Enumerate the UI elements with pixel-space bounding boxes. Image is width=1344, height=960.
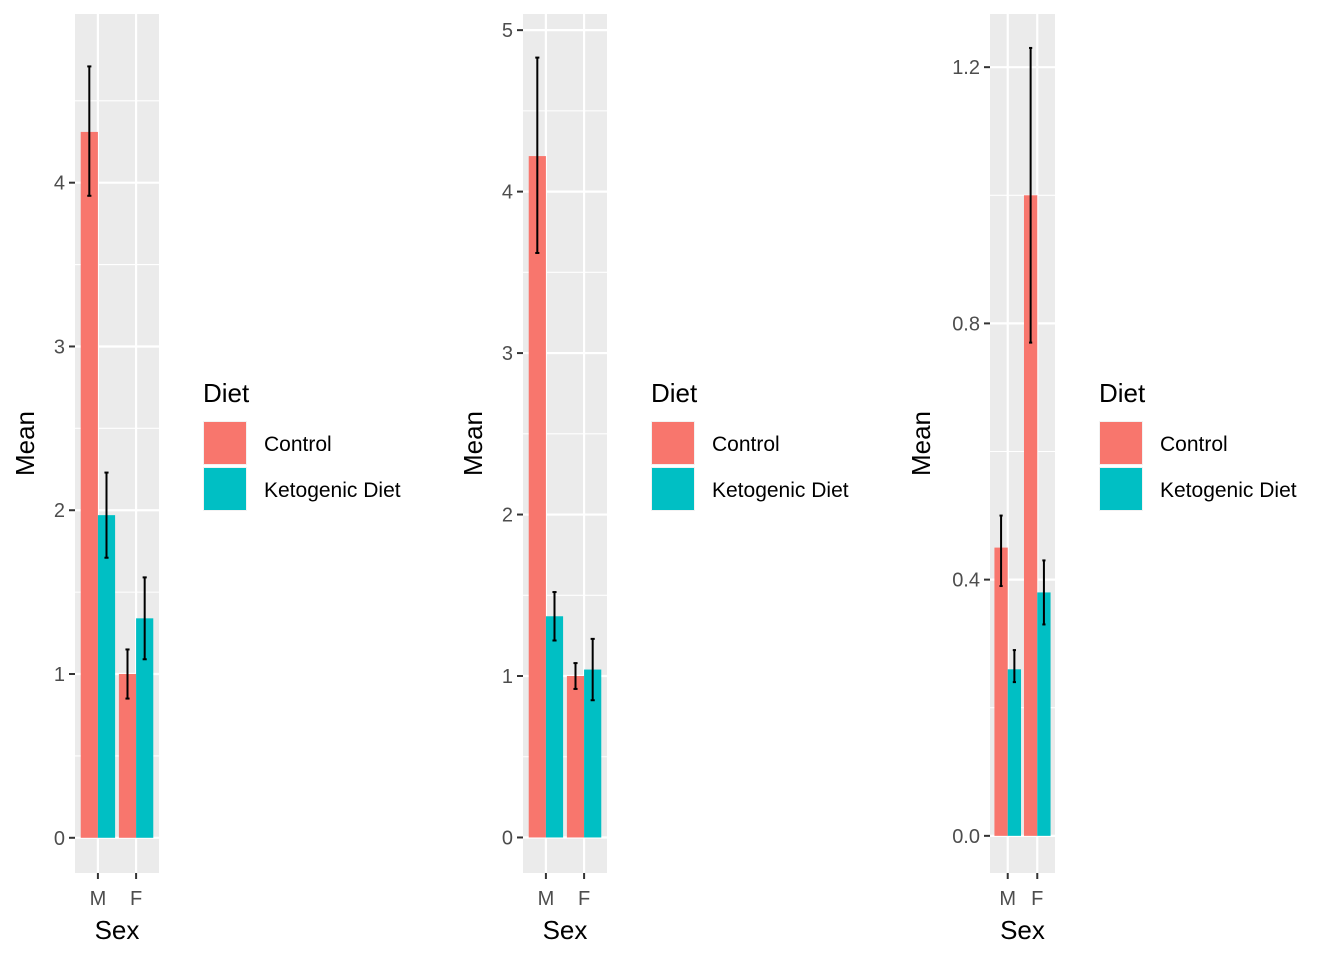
x-tick-label: F xyxy=(1031,888,1043,910)
error-bar xyxy=(87,65,92,197)
error-bar xyxy=(1012,649,1016,684)
x-axis-title: Sex xyxy=(1000,915,1045,945)
x-tick-label: M xyxy=(90,888,107,910)
bar-control-f xyxy=(118,674,137,838)
bar-ketogenic-diet-f xyxy=(136,618,154,838)
error-bar xyxy=(573,662,578,690)
bar-control-m xyxy=(528,156,546,838)
legend-title: Diet xyxy=(1099,378,1146,408)
y-tick-label: 3 xyxy=(502,343,513,365)
bar-ketogenic-diet-m xyxy=(545,616,564,838)
legend: Diet Control Ketogenic Diet xyxy=(1099,378,1297,511)
legend-label: Control xyxy=(712,433,780,456)
legend-label: Ketogenic Diet xyxy=(1160,479,1297,502)
error-bar xyxy=(552,591,557,642)
bar-control-f xyxy=(566,676,585,838)
error-bar xyxy=(125,648,130,700)
y-tick-label: 2 xyxy=(502,505,513,527)
y-tick-label: 1 xyxy=(54,664,65,686)
y-tick-label: 4 xyxy=(54,173,65,195)
x-tick-label: M xyxy=(999,888,1016,910)
y-tick-label: 0 xyxy=(502,827,513,849)
y-tick-label: 5 xyxy=(502,20,513,42)
legend-swatch xyxy=(652,468,694,510)
error-bar xyxy=(142,576,147,661)
bar-ketogenic-diet-m xyxy=(1007,669,1022,836)
y-axis-title: Mean xyxy=(906,411,936,476)
y-tick-label: 4 xyxy=(502,182,513,204)
chart-panel-3: 0.0 0.4 0.8 1.2 M F Sex Mean Diet Control Ketogeni… xyxy=(906,14,1297,945)
legend: Diet Control Ketogenic Diet xyxy=(651,378,849,511)
legend-label: Control xyxy=(1160,433,1228,456)
x-tick-label: F xyxy=(578,888,590,910)
legend-title: Diet xyxy=(203,378,250,408)
y-tick-label: 0.0 xyxy=(952,826,980,848)
y-axis-title: Mean xyxy=(10,411,40,476)
bar-control-f xyxy=(1023,195,1038,836)
bar-ketogenic-diet-f xyxy=(584,669,602,838)
chart-panel-1: 0 1 2 3 4 M F Sex Mean Diet Control Ketogenic Diet xyxy=(10,14,401,945)
x-tick-label: M xyxy=(538,888,555,910)
legend-label: Ketogenic Diet xyxy=(264,479,401,502)
error-bar xyxy=(590,637,595,702)
legend-swatch xyxy=(652,422,694,464)
y-axis-title: Mean xyxy=(458,411,488,476)
bar-ketogenic-diet-f xyxy=(1037,592,1051,836)
error-bar xyxy=(535,56,540,254)
y-tick-label: 2 xyxy=(54,500,65,522)
legend-swatch xyxy=(204,422,246,464)
bar-control-m xyxy=(80,131,98,838)
y-tick-label: 0.8 xyxy=(952,313,980,335)
y-tick-label: 1 xyxy=(502,666,513,688)
x-tick-label: F xyxy=(130,888,142,910)
legend-label: Ketogenic Diet xyxy=(712,479,849,502)
error-bar xyxy=(104,471,109,559)
y-tick-label: 0.4 xyxy=(952,570,980,592)
legend: Diet Control Ketogenic Diet xyxy=(203,378,401,511)
y-tick-label: 3 xyxy=(54,336,65,358)
bar-ketogenic-diet-m xyxy=(97,515,116,838)
legend-swatch xyxy=(1100,422,1142,464)
x-axis-title: Sex xyxy=(543,915,588,945)
error-bar xyxy=(1042,559,1046,626)
bar-control-m xyxy=(994,547,1008,836)
error-bar xyxy=(999,514,1003,588)
x-axis-title: Sex xyxy=(95,915,140,945)
error-bar xyxy=(1029,46,1033,344)
chart-panel-2: 0 1 2 3 4 5 M F Sex Mean Diet Control Ketogenic Diet xyxy=(458,14,849,945)
legend-title: Diet xyxy=(651,378,698,408)
legend-label: Control xyxy=(264,433,332,456)
y-tick-label: 0 xyxy=(54,828,65,850)
legend-swatch xyxy=(1100,468,1142,510)
legend-swatch xyxy=(204,468,246,510)
y-tick-label: 1.2 xyxy=(952,57,980,79)
